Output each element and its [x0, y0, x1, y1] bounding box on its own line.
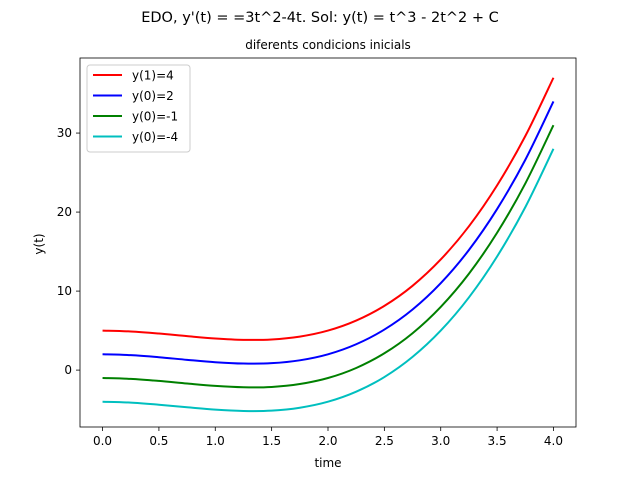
y-tick-label: 0	[64, 363, 72, 377]
series-line-4	[102, 148, 555, 413]
y-tick-label: 30	[57, 126, 72, 140]
series-line-1	[102, 77, 555, 341]
x-tick-label: 1.0	[206, 434, 225, 448]
legend-label-4: y(0)=-4	[132, 130, 178, 144]
x-tick-label: 3.0	[431, 434, 450, 448]
series-line-2	[102, 101, 555, 365]
x-tick-label: 2.0	[318, 434, 337, 448]
y-axis-label: y(t)	[32, 233, 46, 254]
x-axis-ticks: 0.0 0.5 1.0 1.5 2.0 2.5 3.0 3.5 4.0	[93, 427, 563, 448]
legend-label-3: y(0)=-1	[132, 110, 178, 124]
x-tick-label: 1.5	[262, 434, 281, 448]
legend-label-2: y(0)=2	[132, 89, 174, 103]
y-tick-label: 20	[57, 205, 72, 219]
plot-frame	[79, 57, 577, 428]
x-tick-label: 0.0	[93, 434, 112, 448]
legend: y(1)=4 y(0)=2 y(0)=-1 y(0)=-4	[86, 64, 191, 153]
legend-label-1: y(1)=4	[132, 69, 174, 83]
x-tick-label: 3.5	[488, 434, 507, 448]
x-tick-label: 0.5	[149, 434, 168, 448]
y-tick-label: 10	[57, 284, 72, 298]
x-tick-label: 4.0	[544, 434, 563, 448]
y-axis-ticks: 0 10 20 30	[57, 126, 80, 377]
legend-box	[86, 64, 191, 153]
chart-title: diferents condicions inicials	[245, 38, 411, 52]
series-line-3	[102, 124, 555, 389]
figure-suptitle: EDO, y'(t) = =3t^2-4t. Sol: y(t) = t^3 -…	[141, 10, 499, 26]
x-axis-label: time	[314, 456, 341, 470]
x-tick-label: 2.5	[375, 434, 394, 448]
plot-lines	[102, 77, 555, 413]
